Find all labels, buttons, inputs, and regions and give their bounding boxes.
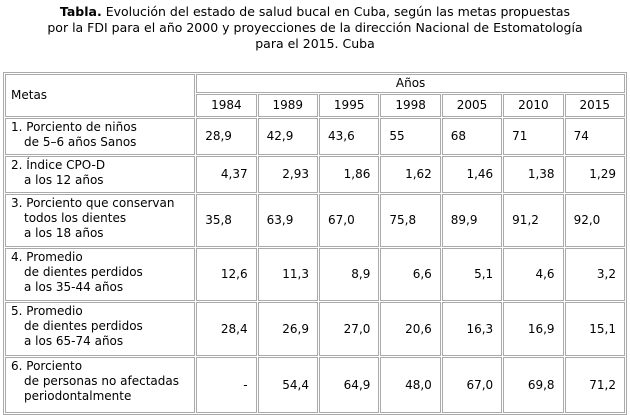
metas-header: Metas (5, 74, 196, 117)
cell-value: 1,29 (564, 156, 625, 193)
cell-value: 92,0 (564, 194, 625, 247)
page: Tabla. Evolución del estado de salud buc… (0, 4, 630, 415)
cell-value: 4,37 (196, 156, 257, 193)
label-line: periodontalmente (24, 389, 132, 403)
label-line: a los 12 años (24, 173, 104, 187)
row-label: 2. Índice CPO-D a los 12 años (5, 156, 196, 193)
cell-value: 4,6 (503, 248, 564, 301)
cell-value: 3,2 (564, 248, 625, 301)
year-header: 2015 (564, 94, 625, 117)
year-header: 1984 (196, 94, 257, 117)
cell-value: 35,8 (196, 194, 257, 247)
label-line: 2. Índice CPO-D (11, 158, 106, 172)
caption-label: Tabla. (59, 4, 102, 19)
cell-value: 91,2 (503, 194, 564, 247)
label-line: a los 18 años (24, 226, 104, 240)
cell-value: 89,9 (441, 194, 503, 247)
row-label: 5. Promedio de dientes perdidos a los 65-7… (5, 302, 196, 356)
cell-value: 26,9 (257, 302, 318, 356)
table: Metas Años 1984 1989 1995 1998 2005 2010 2015 1. … (3, 72, 627, 415)
label-line: todos los dientes (24, 211, 127, 225)
cell-value: 71 (503, 118, 564, 155)
cell-value: 12,6 (196, 248, 257, 301)
header-row: Metas Años (5, 74, 625, 117)
data-row: 2. Índice CPO-D a los 12 años 4,37 2,93 1,86… (5, 156, 625, 193)
cell-value: 28,9 (196, 118, 257, 155)
cell-value: 8,9 (319, 248, 380, 301)
data-row: 6. Porciento de personas no afectadas peri… (5, 357, 625, 413)
cell-value: 27,0 (319, 302, 380, 356)
year-header: 2010 (503, 94, 564, 117)
cell-value: 6,6 (380, 248, 441, 301)
year-header: 1998 (380, 94, 441, 117)
cell-value: 54,4 (257, 357, 318, 413)
data-row: 1. Porciento de niños de 5–6 años Sanos 28… (5, 118, 625, 155)
label-line: 3. Porciento que conservan (11, 196, 175, 210)
label-line: 6. Porciento (11, 359, 83, 373)
cell-value: 1,46 (441, 156, 503, 193)
cell-value: 1,86 (319, 156, 380, 193)
row-label: 6. Porciento de personas no afectadas peri… (5, 357, 196, 413)
label-line: de dientes perdidos (24, 265, 143, 279)
cell-value: 20,6 (380, 302, 441, 356)
cell-value: 28,4 (196, 302, 257, 356)
cell-value: 67,0 (319, 194, 380, 247)
cell-value: 1,62 (380, 156, 441, 193)
years-row: 1984 1989 1995 1998 2005 2010 2015 (5, 94, 625, 117)
cell-value: 55 (380, 118, 441, 155)
cell-value: 67,0 (441, 357, 503, 413)
cell-value: 68 (441, 118, 503, 155)
caption-line: para el 2015. Cuba (0, 36, 630, 52)
cell-value: 71,2 (564, 357, 625, 413)
year-header: 1995 (319, 94, 380, 117)
cell-value: 15,1 (564, 302, 625, 356)
row-label: 1. Porciento de niños de 5–6 años Sanos (5, 118, 196, 155)
label-line: de dientes perdidos (24, 319, 143, 333)
cell-value: 5,1 (441, 248, 503, 301)
caption: Tabla. Evolución del estado de salud buc… (0, 4, 630, 52)
cell-value: - (196, 357, 257, 413)
data-row: 4. Promedio de dientes perdidos a los 35-4… (5, 248, 625, 301)
row-label: 4. Promedio de dientes perdidos a los 35-4… (5, 248, 196, 301)
years-header: Años (196, 74, 625, 93)
cell-value: 63,9 (257, 194, 318, 247)
data-row: 5. Promedio de dientes perdidos a los 65-7… (5, 302, 625, 356)
caption-line: Tabla. Evolución del estado de salud buc… (0, 4, 630, 20)
year-header: 2005 (441, 94, 503, 117)
cell-value: 11,3 (257, 248, 318, 301)
cell-value: 2,93 (257, 156, 318, 193)
cell-value: 74 (564, 118, 625, 155)
row-label: 3. Porciento que conservan todos los dien… (5, 194, 196, 247)
caption-text: Evolución del estado de salud bucal en C… (105, 4, 571, 19)
label-line: 4. Promedio (11, 250, 83, 264)
label-line: 1. Porciento de niños (11, 120, 137, 134)
label-line: de personas no afectadas (24, 374, 179, 388)
caption-text: para el 2015. Cuba (255, 36, 375, 51)
label-line: de 5–6 años Sanos (24, 135, 137, 149)
year-header: 1989 (257, 94, 318, 117)
label-line: a los 35-44 años (24, 280, 124, 294)
cell-value: 42,9 (257, 118, 318, 155)
cell-value: 64,9 (319, 357, 380, 413)
label-line: a los 65-74 años (24, 334, 124, 348)
cell-value: 16,9 (503, 302, 564, 356)
caption-text: por la FDI para el año 2000 y proyeccion… (47, 20, 583, 35)
cell-value: 1,38 (503, 156, 564, 193)
cell-value: 48,0 (380, 357, 441, 413)
cell-value: 69,8 (503, 357, 564, 413)
label-line: 5. Promedio (11, 304, 83, 318)
cell-value: 43,6 (319, 118, 380, 155)
caption-line: por la FDI para el año 2000 y proyeccion… (0, 20, 630, 36)
cell-value: 16,3 (441, 302, 503, 356)
data-row: 3. Porciento que conservan todos los dien… (5, 194, 625, 247)
cell-value: 75,8 (380, 194, 441, 247)
